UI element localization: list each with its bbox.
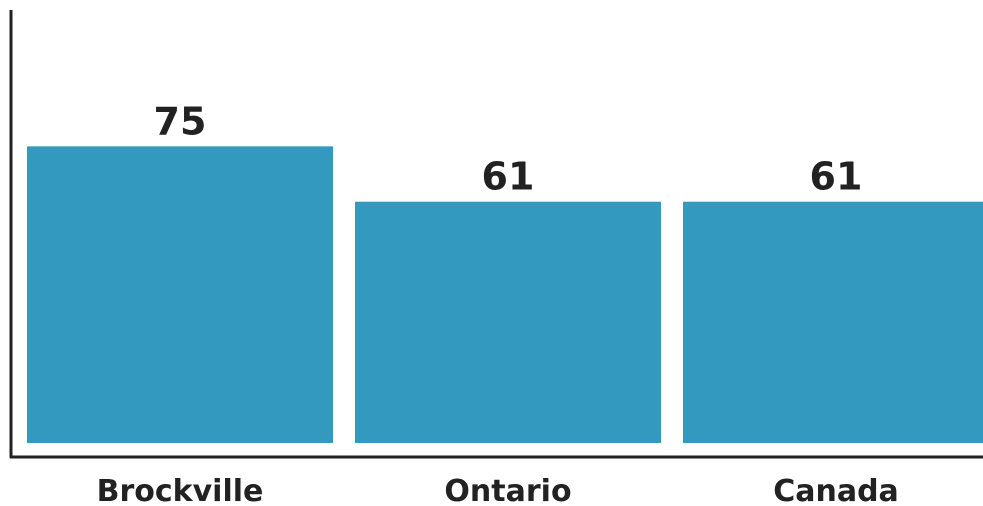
labels-group: 75 Brockville 61 Ontario 61 Canada [97,99,899,506]
value-label-brockville: 75 [154,99,207,143]
bar-canada [683,201,983,443]
bar-ontario [355,201,661,443]
bars-group [27,146,983,444]
value-label-ontario: 61 [482,155,535,199]
bar-brockville [27,146,333,444]
category-label-canada: Canada [773,474,899,506]
category-label-brockville: Brockville [97,474,264,506]
value-label-canada: 61 [810,155,863,199]
category-label-ontario: Ontario [444,474,571,506]
